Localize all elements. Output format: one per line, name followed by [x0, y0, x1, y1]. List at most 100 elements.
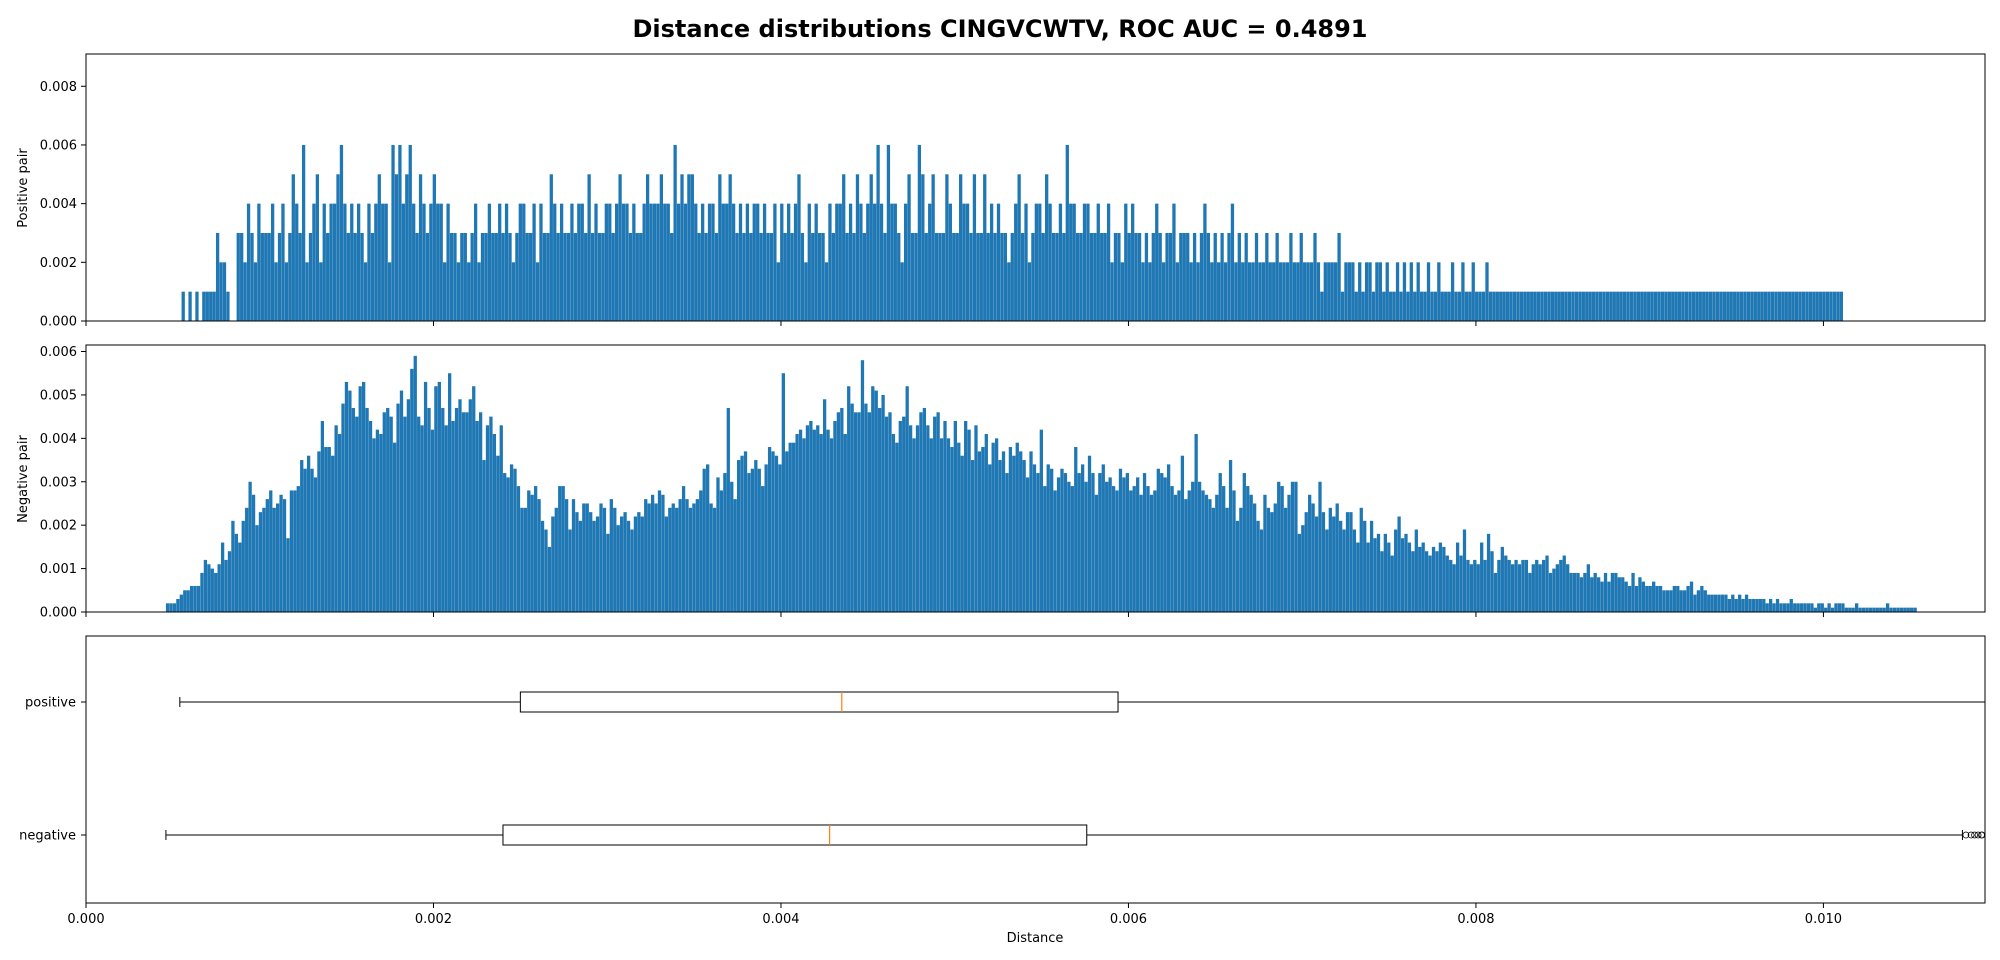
boxplot-xtick-label: 0.006: [1110, 912, 1147, 927]
negative-y-axis: 0.000 0.001 0.002 0.003 0.004 0.005 0.006: [40, 345, 86, 621]
negative-histogram-bar: [915, 425, 920, 612]
negative-histogram-bar: [1043, 486, 1047, 612]
positive-histogram-bar: [1055, 232, 1059, 321]
positive-histogram-bar: [1616, 291, 1620, 321]
negative-histogram-bar: [1861, 607, 1866, 612]
negative-histogram-bar: [458, 399, 462, 612]
positive-histogram-bar: [1120, 262, 1124, 321]
negative-histogram-bar: [1308, 494, 1312, 612]
positive-histogram-bar: [563, 232, 567, 321]
positive-histogram-bar: [264, 232, 268, 321]
negative-histogram-bar: [819, 434, 823, 612]
negative-histogram-bar: [671, 503, 675, 612]
negative-histogram-bar: [681, 486, 686, 612]
positive-histogram-bar: [1664, 291, 1668, 321]
positive-histogram-bar: [1100, 232, 1104, 321]
positive-histogram-bar: [780, 203, 784, 321]
negative-histogram-bar: [472, 386, 476, 612]
positive-histogram-bar: [845, 232, 849, 321]
negative-histogram-bar: [1342, 529, 1346, 612]
positive-histogram-bar: [590, 232, 595, 321]
negative-histogram-bar: [461, 412, 466, 612]
negative-histogram-bar: [269, 490, 273, 612]
negative-histogram-bar: [1490, 551, 1494, 612]
positive-histogram-bar: [1530, 291, 1534, 321]
positive-histogram-bar: [315, 174, 320, 321]
negative-histogram-bar: [265, 499, 269, 612]
negative-histogram-bar: [399, 390, 404, 612]
negative-histogram-bar: [1896, 607, 1900, 612]
negative-histogram-bar: [929, 438, 933, 612]
positive-histogram-bar: [1440, 291, 1444, 321]
positive-histogram-bar: [1736, 291, 1740, 321]
positive-histogram-bar: [656, 203, 660, 321]
negative-histogram-bar: [1655, 585, 1659, 612]
positive-histogram-bar: [769, 232, 774, 321]
positive-histogram-bar: [914, 232, 918, 321]
negative-histogram-bar: [420, 425, 424, 612]
negative-histogram-bar: [448, 373, 452, 612]
negative-histogram-bar: [1345, 512, 1350, 612]
positive-histogram-bar: [1416, 262, 1420, 321]
negative-histogram-bar: [981, 447, 985, 612]
negative-histogram-bar: [1693, 594, 1697, 612]
positive-histogram-bar: [353, 232, 357, 321]
negative-histogram-bar: [1387, 542, 1391, 612]
negative-ytick-label: 0.002: [40, 519, 77, 534]
negative-histogram-bar: [210, 568, 214, 612]
negative-histogram-bar: [1806, 603, 1811, 612]
negative-histogram-bar: [943, 420, 947, 612]
negative-histogram-bar: [767, 447, 772, 612]
negative-histogram-bar: [589, 512, 593, 612]
positive-histogram-bar: [463, 232, 467, 321]
negative-histogram-bar: [1211, 507, 1215, 612]
positive-histogram-bar: [1705, 291, 1709, 321]
positive-histogram-bar: [1389, 291, 1393, 321]
positive-ytick-label: 0.008: [40, 80, 77, 95]
negative-histogram-bar: [1851, 607, 1855, 612]
positive-histogram-bar: [1502, 291, 1506, 321]
negative-histogram-bar: [1679, 590, 1683, 612]
positive-histogram-bar: [879, 203, 884, 321]
negative-histogram-bar: [847, 386, 851, 612]
positive-histogram-bar: [1072, 203, 1076, 321]
positive-histogram-bar: [1347, 262, 1352, 321]
positive-histogram-bar: [587, 174, 591, 321]
positive-histogram-bar: [1788, 291, 1792, 321]
positive-histogram-bar: [1065, 144, 1069, 321]
negative-histogram-bar: [520, 507, 524, 612]
negative-histogram-bar: [379, 434, 383, 612]
positive-histogram-bar: [498, 203, 502, 321]
positive-histogram-bar: [759, 232, 763, 321]
negative-histogram-bar: [1744, 594, 1749, 612]
positive-histogram-bar: [1423, 291, 1427, 321]
negative-histogram-bar: [1624, 581, 1628, 612]
negative-histogram-bar: [994, 438, 999, 612]
negative-histogram-bar: [1197, 481, 1202, 612]
positive-ylabel: Positive pair: [16, 148, 31, 228]
negative-histogram-bar: [1741, 598, 1745, 612]
negative-histogram-bar: [833, 420, 837, 612]
negative-histogram-bar: [1259, 529, 1264, 612]
positive-histogram-bar: [1309, 262, 1314, 321]
positive-histogram-bar: [1275, 232, 1279, 321]
positive-histogram-bar: [1282, 262, 1286, 321]
positive-histogram-bar: [556, 232, 560, 321]
negative-histogram-bar: [953, 420, 957, 612]
negative-histogram-bar: [640, 516, 644, 612]
positive-histogram-bar: [1375, 262, 1379, 321]
positive-histogram-bar: [236, 232, 240, 321]
positive-histogram-bar: [1678, 291, 1682, 321]
negative-histogram-bar: [1820, 603, 1824, 612]
negative-histogram-bar: [1528, 572, 1532, 612]
positive-histogram-bar: [584, 232, 588, 321]
negative-histogram-bar: [344, 381, 349, 612]
positive-histogram-bar: [1364, 262, 1369, 321]
negative-histogram-bar: [926, 425, 930, 612]
positive-histogram-bar: [1698, 291, 1702, 321]
negative-histogram-bar: [1149, 494, 1154, 612]
negative-histogram-bar: [1480, 542, 1484, 612]
positive-histogram-bar: [1808, 291, 1813, 321]
positive-histogram-bar: [1000, 232, 1004, 321]
negative-histogram-bar: [850, 403, 854, 612]
